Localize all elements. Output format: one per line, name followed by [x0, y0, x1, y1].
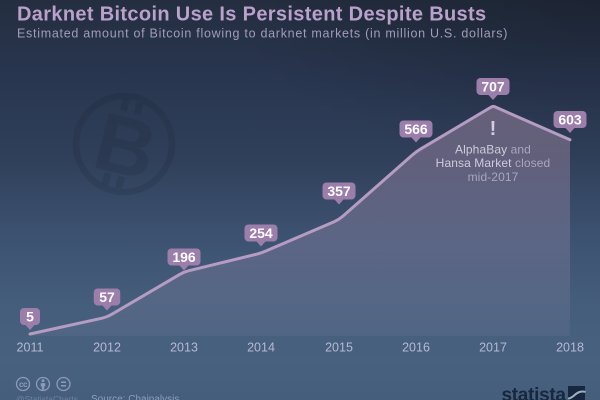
svg-text:statista: statista — [502, 385, 567, 400]
svg-text:566: 566 — [404, 121, 428, 137]
svg-text:57: 57 — [99, 289, 115, 305]
svg-text:707: 707 — [481, 79, 505, 95]
svg-text:254: 254 — [249, 225, 273, 241]
svg-text:2013: 2013 — [170, 341, 198, 355]
svg-text:2011: 2011 — [17, 341, 44, 355]
svg-text:196: 196 — [172, 249, 196, 265]
svg-text:2016: 2016 — [402, 341, 430, 355]
svg-text:5: 5 — [26, 309, 34, 325]
svg-text:AlphaBay and: AlphaBay and — [455, 142, 531, 156]
svg-text:mid-2017: mid-2017 — [468, 170, 519, 184]
svg-text:603: 603 — [558, 112, 582, 128]
svg-text:2015: 2015 — [325, 341, 353, 355]
svg-text:Hansa Market closed: Hansa Market closed — [436, 156, 551, 170]
svg-text:Estimated amount of Bitcoin fl: Estimated amount of Bitcoin flowing to d… — [17, 26, 508, 40]
svg-text:Darknet Bitcoin Use Is Persist: Darknet Bitcoin Use Is Persistent Despit… — [17, 4, 486, 26]
svg-text:2017: 2017 — [479, 341, 507, 355]
svg-text:@StatistaCharts: @StatistaCharts — [16, 394, 78, 400]
svg-text:cc: cc — [19, 380, 28, 389]
svg-text:2012: 2012 — [93, 341, 121, 355]
svg-text:2018: 2018 — [556, 341, 584, 355]
svg-text:2014: 2014 — [247, 341, 275, 355]
svg-text:!: ! — [490, 118, 497, 140]
svg-text:357: 357 — [327, 183, 351, 199]
svg-text:Source: Chainalysis: Source: Chainalysis — [91, 394, 179, 400]
